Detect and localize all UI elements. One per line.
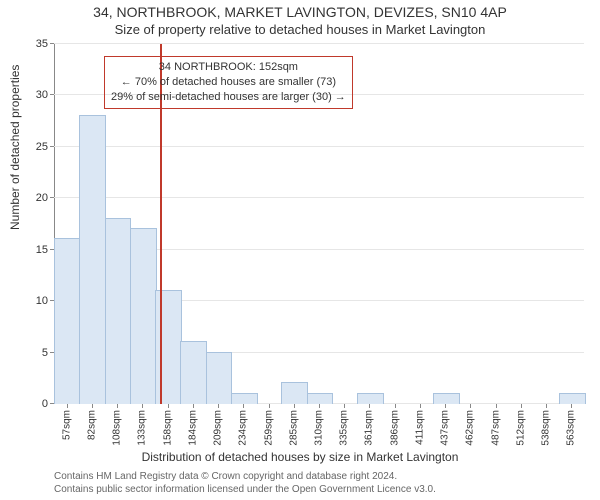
bar bbox=[206, 352, 233, 404]
x-tick-mark bbox=[521, 404, 522, 408]
annotation-line-2: ← 70% of detached houses are smaller (73… bbox=[111, 75, 346, 90]
x-tick-label: 335sqm bbox=[339, 410, 350, 446]
y-tick-mark bbox=[50, 146, 54, 147]
bar bbox=[231, 393, 258, 404]
x-tick-label: 259sqm bbox=[263, 410, 274, 446]
y-tick-label: 35 bbox=[36, 38, 48, 50]
bar bbox=[105, 218, 132, 404]
y-tick-label: 0 bbox=[42, 398, 48, 410]
x-tick-label: 538sqm bbox=[541, 410, 552, 446]
y-tick-label: 20 bbox=[36, 192, 48, 204]
x-tick-mark bbox=[344, 404, 345, 408]
grid-line bbox=[54, 197, 584, 198]
annotation-box: 34 NORTHBROOK: 152sqm← 70% of detached h… bbox=[104, 56, 353, 109]
y-tick-mark bbox=[50, 94, 54, 95]
grid-line bbox=[54, 146, 584, 147]
grid-line bbox=[54, 43, 584, 44]
x-tick-mark bbox=[218, 404, 219, 408]
x-tick-label: 234sqm bbox=[238, 410, 249, 446]
x-tick-mark bbox=[193, 404, 194, 408]
x-tick-label: 209sqm bbox=[213, 410, 224, 446]
chart-title-sub: Size of property relative to detached ho… bbox=[0, 22, 600, 37]
y-tick-mark bbox=[50, 197, 54, 198]
x-tick-mark bbox=[92, 404, 93, 408]
annotation-line-1: 34 NORTHBROOK: 152sqm bbox=[111, 60, 346, 75]
bar bbox=[559, 393, 586, 404]
x-tick-mark bbox=[319, 404, 320, 408]
x-tick-label: 82sqm bbox=[86, 410, 97, 440]
x-tick-label: 462sqm bbox=[465, 410, 476, 446]
bar bbox=[180, 341, 207, 404]
footer-line-1: Contains HM Land Registry data © Crown c… bbox=[54, 471, 590, 484]
y-tick-mark bbox=[50, 43, 54, 44]
x-tick-label: 487sqm bbox=[490, 410, 501, 446]
x-tick-mark bbox=[546, 404, 547, 408]
plot-area: 0510152025303557sqm82sqm108sqm133sqm158s… bbox=[54, 44, 584, 404]
bar bbox=[307, 393, 334, 404]
x-tick-label: 184sqm bbox=[187, 410, 198, 446]
bar bbox=[281, 382, 308, 404]
bar bbox=[130, 228, 157, 404]
x-tick-mark bbox=[395, 404, 396, 408]
x-tick-label: 386sqm bbox=[389, 410, 400, 446]
x-tick-mark bbox=[269, 404, 270, 408]
x-tick-mark bbox=[420, 404, 421, 408]
x-tick-label: 285sqm bbox=[288, 410, 299, 446]
x-tick-mark bbox=[369, 404, 370, 408]
x-tick-mark bbox=[168, 404, 169, 408]
x-tick-label: 310sqm bbox=[314, 410, 325, 446]
footer-line-2: Contains public sector information licen… bbox=[54, 484, 590, 497]
x-axis-label: Distribution of detached houses by size … bbox=[0, 450, 600, 464]
x-tick-label: 437sqm bbox=[440, 410, 451, 446]
x-tick-label: 563sqm bbox=[566, 410, 577, 446]
bar bbox=[357, 393, 384, 404]
annotation-line-3: 29% of semi-detached houses are larger (… bbox=[111, 90, 346, 105]
bar bbox=[79, 115, 106, 404]
x-tick-label: 512sqm bbox=[515, 410, 526, 446]
y-tick-label: 5 bbox=[42, 347, 48, 359]
x-tick-mark bbox=[294, 404, 295, 408]
x-tick-label: 158sqm bbox=[162, 410, 173, 446]
y-tick-label: 30 bbox=[36, 89, 48, 101]
x-tick-mark bbox=[142, 404, 143, 408]
bar bbox=[433, 393, 460, 404]
x-tick-label: 361sqm bbox=[364, 410, 375, 446]
x-tick-mark bbox=[496, 404, 497, 408]
x-tick-mark bbox=[571, 404, 572, 408]
chart-title-main: 34, NORTHBROOK, MARKET LAVINGTON, DEVIZE… bbox=[0, 4, 600, 20]
x-tick-label: 108sqm bbox=[112, 410, 123, 446]
x-tick-label: 411sqm bbox=[414, 410, 425, 445]
y-tick-label: 15 bbox=[36, 244, 48, 256]
x-tick-mark bbox=[470, 404, 471, 408]
x-tick-mark bbox=[67, 404, 68, 408]
x-tick-label: 133sqm bbox=[137, 410, 148, 446]
x-tick-mark bbox=[117, 404, 118, 408]
x-tick-label: 57sqm bbox=[61, 410, 72, 440]
chart-container: 34, NORTHBROOK, MARKET LAVINGTON, DEVIZE… bbox=[0, 0, 600, 500]
bar bbox=[54, 238, 81, 404]
y-tick-label: 25 bbox=[36, 141, 48, 153]
x-tick-mark bbox=[445, 404, 446, 408]
x-tick-mark bbox=[243, 404, 244, 408]
y-axis-label: Number of detached properties bbox=[8, 65, 22, 230]
footer-attribution: Contains HM Land Registry data © Crown c… bbox=[54, 471, 590, 496]
y-tick-label: 10 bbox=[36, 295, 48, 307]
